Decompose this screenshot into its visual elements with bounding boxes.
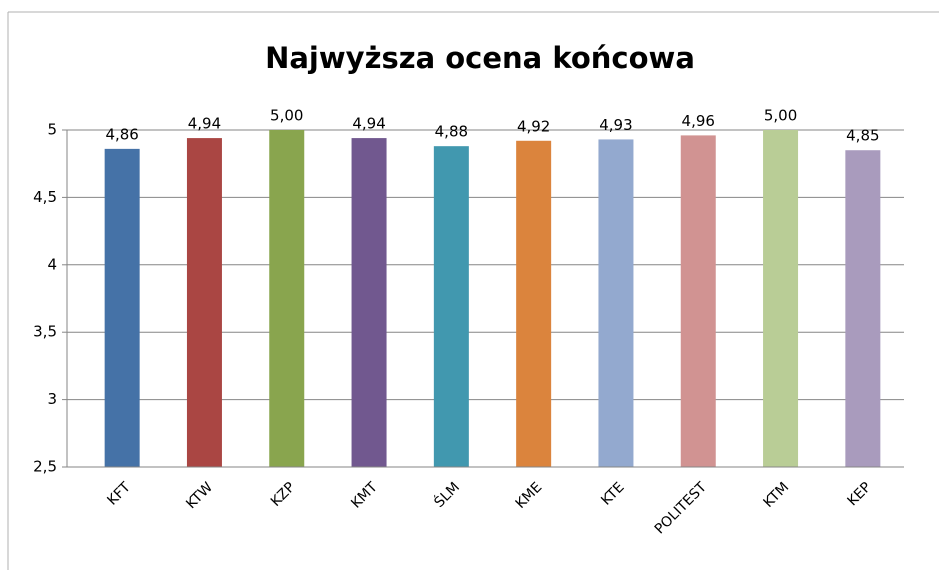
y-tick-label: 4,5 [33, 188, 57, 206]
value-label: 5,00 [764, 107, 797, 125]
bar [269, 130, 305, 467]
value-label: 4,88 [435, 123, 468, 141]
value-label: 5,00 [270, 107, 303, 125]
value-label: 4,94 [352, 115, 385, 133]
y-tick-label: 2,5 [33, 458, 57, 476]
value-label: 4,93 [599, 116, 632, 134]
value-label: 4,96 [682, 112, 715, 130]
y-tick-label: 5 [47, 121, 57, 139]
value-label: 4,92 [517, 117, 550, 135]
y-tick-label: 3 [47, 390, 57, 408]
bar [763, 130, 799, 467]
bar [845, 150, 881, 467]
bar [433, 146, 469, 467]
chart-title: Najwyższa ocena końcowa [265, 41, 695, 75]
bar [680, 135, 716, 467]
y-tick-label: 3,5 [33, 323, 57, 341]
bar [186, 138, 222, 467]
bar [351, 138, 387, 467]
value-label: 4,94 [188, 115, 221, 133]
bar [516, 140, 552, 467]
bar [598, 139, 634, 467]
value-label: 4,86 [105, 125, 138, 143]
value-label: 4,85 [846, 127, 879, 145]
bar [104, 148, 140, 467]
y-tick-label: 4 [47, 255, 57, 273]
